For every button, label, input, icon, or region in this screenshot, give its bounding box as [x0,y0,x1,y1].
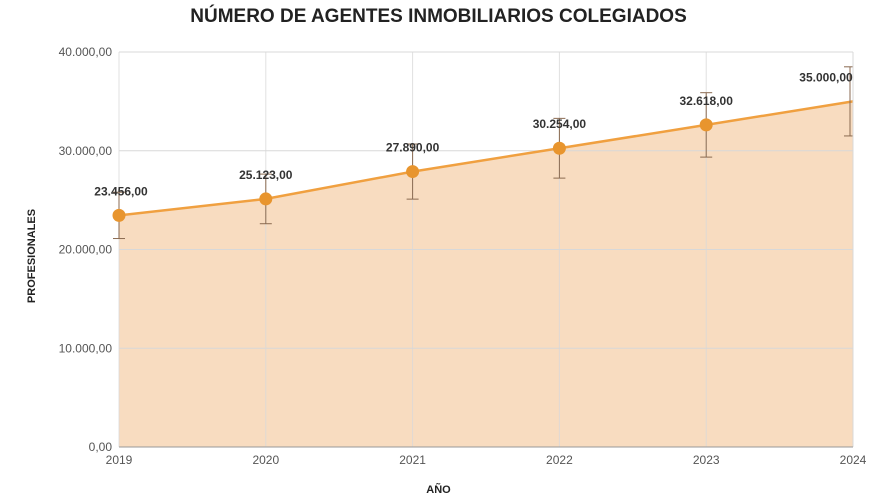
x-axis-label: AÑO [426,484,451,496]
data-label: 23.456,00 [94,184,148,198]
x-tick-label: 2021 [399,453,426,467]
x-tick-label: 2022 [546,453,573,467]
y-tick-label: 40.000,00 [59,45,113,59]
chart-title: NÚMERO DE AGENTES INMOBILIARIOS COLEGIAD… [190,6,687,27]
x-tick-label: 2024 [840,453,867,467]
data-label: 35.000,00 [799,70,853,84]
area-fill [119,101,853,447]
data-label: 27.890,00 [386,141,440,155]
data-point [112,208,126,222]
data-point [259,192,273,206]
data-point [699,118,713,132]
data-label: 30.254,00 [533,117,587,131]
data-point [552,141,566,155]
y-tick-label: 20.000,00 [59,243,113,257]
x-tick-label: 2023 [693,453,720,467]
y-tick-label: 0,00 [89,440,113,454]
data-label: 25.123,00 [239,168,293,182]
x-tick-label: 2020 [252,453,279,467]
data-point [406,165,420,179]
data-label: 32.618,00 [680,94,734,108]
plot-edge-mask [853,51,877,448]
y-tick-label: 30.000,00 [59,144,113,158]
x-tick-label: 2019 [106,453,133,467]
y-tick-label: 10.000,00 [59,341,113,355]
series-line [118,100,854,217]
